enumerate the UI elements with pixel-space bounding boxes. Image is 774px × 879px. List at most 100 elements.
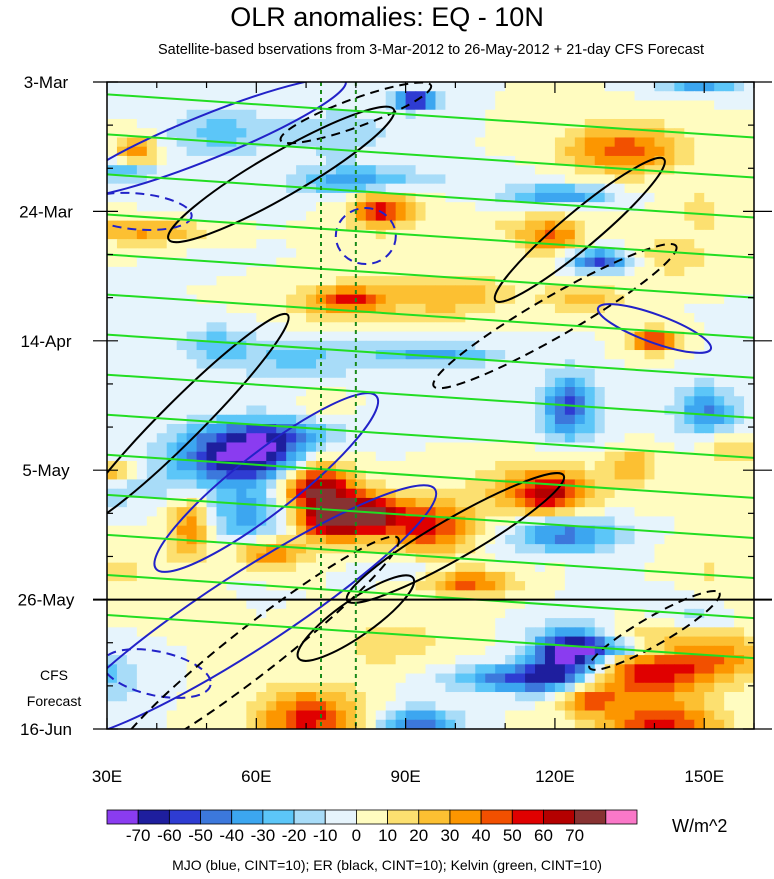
field-cell — [664, 507, 675, 518]
field-cell — [126, 590, 138, 601]
field-cell — [355, 396, 367, 407]
field-cell — [296, 562, 307, 573]
field-cell — [375, 497, 387, 508]
field-cell — [156, 340, 168, 351]
field-cell — [654, 544, 666, 554]
field-cell — [385, 534, 397, 545]
field-cell — [505, 350, 516, 360]
field-cell — [335, 562, 347, 573]
field-cell — [116, 257, 128, 268]
field-cell — [445, 322, 456, 333]
field-cell — [564, 82, 576, 92]
field-cell — [664, 128, 675, 139]
field-cell — [445, 590, 456, 601]
field-cell — [574, 497, 586, 508]
field-cell — [156, 396, 168, 407]
field-cell — [594, 276, 606, 286]
field-cell — [116, 248, 128, 259]
field-cell — [564, 285, 576, 296]
field-cell — [544, 645, 556, 656]
field-cell — [495, 100, 506, 111]
field-cell — [624, 719, 636, 729]
field-cell — [286, 340, 297, 351]
field-cell — [505, 82, 516, 92]
field-cell — [256, 109, 267, 120]
field-cell — [704, 590, 715, 601]
field-cell — [415, 146, 427, 157]
field-cell — [445, 479, 456, 490]
field-cell — [744, 645, 754, 656]
field-cell — [495, 340, 506, 351]
field-cell — [425, 248, 437, 259]
field-cell — [574, 211, 586, 222]
field-cell — [554, 581, 566, 591]
field-cell — [674, 192, 685, 203]
field-cell — [266, 146, 277, 157]
field-cell — [634, 544, 646, 554]
field-cell — [554, 220, 566, 231]
field-cell — [435, 710, 447, 721]
field-cell — [465, 294, 476, 305]
field-cell — [604, 183, 616, 194]
field-cell — [335, 387, 347, 397]
field-cell — [325, 636, 337, 647]
field-cell — [395, 100, 407, 111]
field-cell — [296, 479, 307, 490]
colorbar-swatch — [324, 809, 357, 825]
field-cell — [554, 719, 566, 729]
field-cell — [425, 331, 437, 342]
y-tick-label: 16-Jun — [20, 720, 72, 739]
field-cell — [684, 682, 695, 693]
field-cell — [146, 322, 158, 333]
field-cell — [246, 155, 257, 166]
field-cell — [385, 507, 397, 518]
field-cell — [365, 359, 377, 370]
field-cell — [216, 211, 228, 222]
field-cell — [425, 340, 437, 351]
field-cell — [286, 155, 297, 166]
field-cell — [525, 359, 536, 370]
field-cell — [704, 266, 715, 277]
field-cell — [604, 174, 616, 185]
field-cell — [385, 220, 397, 231]
field-cell — [226, 451, 237, 462]
field-cell — [614, 618, 626, 628]
field-cell — [445, 618, 456, 628]
field-cell — [236, 534, 247, 545]
field-cell — [674, 645, 685, 656]
field-cell — [146, 229, 158, 240]
field-cell — [196, 534, 208, 545]
field-cell — [156, 192, 168, 203]
field-cell — [166, 405, 178, 416]
field-cell — [724, 322, 735, 333]
field-cell — [654, 451, 666, 462]
field-cell — [415, 627, 427, 638]
field-cell — [734, 497, 745, 508]
field-cell — [286, 202, 297, 212]
field-cell — [495, 710, 506, 721]
field-cell — [385, 322, 397, 333]
field-cell — [246, 340, 257, 351]
field-cell — [544, 350, 556, 360]
field-cell — [256, 692, 267, 702]
field-cell — [714, 710, 725, 721]
field-cell — [664, 423, 675, 434]
field-cell — [554, 571, 566, 582]
field-cell — [624, 664, 636, 675]
field-cell — [365, 590, 377, 601]
field-cell — [634, 664, 646, 675]
field-cell — [564, 544, 576, 554]
field-cell — [724, 137, 735, 148]
field-cell — [505, 405, 516, 416]
field-cell — [644, 303, 656, 314]
field-cell — [495, 692, 506, 702]
field-cell — [316, 220, 327, 231]
field-cell — [505, 618, 516, 628]
field-cell — [465, 377, 476, 388]
field-cell — [594, 497, 606, 508]
field-cell — [475, 155, 486, 166]
field-cell — [335, 303, 347, 314]
field-cell — [634, 571, 646, 582]
forecast-label-line1: CFS — [40, 667, 68, 683]
field-cell — [564, 488, 576, 499]
